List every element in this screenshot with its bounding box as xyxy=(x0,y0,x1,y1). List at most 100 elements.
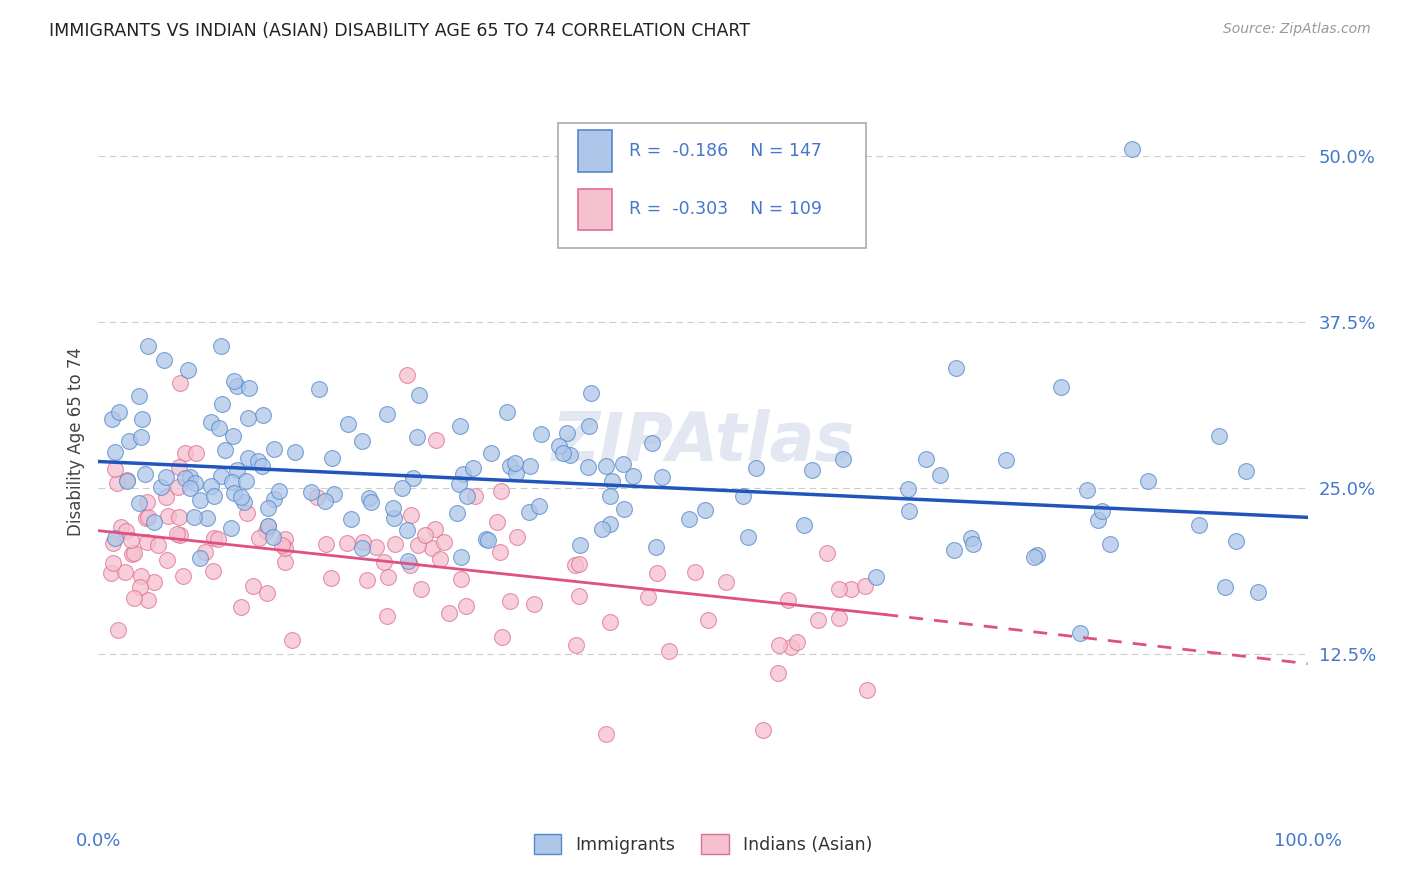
Point xyxy=(489,483,512,498)
Point xyxy=(491,630,513,644)
Point xyxy=(136,593,159,607)
Point xyxy=(148,538,170,552)
Point xyxy=(308,382,330,396)
Point xyxy=(108,405,131,419)
Point xyxy=(697,613,720,627)
Point xyxy=(128,496,150,510)
Point xyxy=(177,363,200,377)
Point xyxy=(752,723,775,738)
Point xyxy=(156,552,179,566)
Point xyxy=(173,446,195,460)
Point xyxy=(595,727,617,741)
Point xyxy=(1208,429,1230,443)
Point xyxy=(257,519,280,533)
Point xyxy=(208,421,231,435)
Point xyxy=(1022,549,1045,564)
Point xyxy=(568,557,591,571)
Point xyxy=(995,453,1018,467)
Point xyxy=(263,492,285,507)
Point xyxy=(172,569,194,583)
Point xyxy=(167,510,190,524)
Point xyxy=(780,640,803,654)
Point xyxy=(107,476,129,491)
Point xyxy=(929,468,952,483)
Point xyxy=(405,430,427,444)
Point xyxy=(745,461,768,475)
Point xyxy=(267,484,290,499)
Point xyxy=(273,532,295,546)
Point xyxy=(280,633,302,648)
Point xyxy=(693,503,716,517)
Point xyxy=(256,585,278,599)
Point xyxy=(117,434,139,448)
Point xyxy=(110,520,132,534)
Point xyxy=(475,532,498,546)
Point xyxy=(396,554,419,568)
Point xyxy=(644,540,666,554)
Point xyxy=(576,460,599,475)
Point xyxy=(201,564,224,578)
Point xyxy=(236,451,259,466)
Point xyxy=(678,512,700,526)
Point xyxy=(506,530,529,544)
Point xyxy=(1225,534,1247,549)
Point xyxy=(621,468,644,483)
Point xyxy=(169,528,191,542)
Point xyxy=(420,541,443,555)
Point xyxy=(233,495,256,509)
Point xyxy=(942,543,965,558)
Point xyxy=(247,532,270,546)
Point xyxy=(391,482,413,496)
Point xyxy=(211,397,233,411)
Y-axis label: Disability Age 65 to 74: Disability Age 65 to 74 xyxy=(66,347,84,536)
Text: R =  -0.303    N = 109: R = -0.303 N = 109 xyxy=(630,201,823,219)
Point xyxy=(128,389,150,403)
Text: IMMIGRANTS VS INDIAN (ASIAN) DISABILITY AGE 65 TO 74 CORRELATION CHART: IMMIGRANTS VS INDIAN (ASIAN) DISABILITY … xyxy=(49,22,751,40)
Point xyxy=(962,537,984,551)
Point xyxy=(828,611,851,625)
Point xyxy=(599,489,621,503)
Point xyxy=(200,479,222,493)
Point xyxy=(104,461,127,475)
Point xyxy=(1091,504,1114,518)
Point xyxy=(578,419,600,434)
Point xyxy=(489,545,512,559)
Point xyxy=(128,580,150,594)
Point xyxy=(373,555,395,569)
Point xyxy=(1099,537,1122,551)
Point xyxy=(658,644,681,658)
Point xyxy=(252,409,274,423)
Point xyxy=(815,546,838,560)
Point xyxy=(104,444,127,458)
Point xyxy=(409,582,432,597)
Point xyxy=(262,531,284,545)
Point xyxy=(1213,580,1236,594)
Point xyxy=(449,419,471,434)
Point xyxy=(169,459,191,474)
Point xyxy=(214,442,236,457)
Point xyxy=(273,555,295,569)
Point xyxy=(352,534,374,549)
Bar xyxy=(578,188,613,230)
Point xyxy=(340,512,363,526)
Point xyxy=(350,541,373,555)
Text: ZIPAtlas: ZIPAtlas xyxy=(551,409,855,475)
Point xyxy=(229,599,252,614)
Point xyxy=(463,461,485,475)
Point xyxy=(456,599,478,613)
Point xyxy=(226,463,249,477)
Point xyxy=(247,454,270,468)
Point xyxy=(136,339,159,353)
Point xyxy=(547,440,569,454)
Point xyxy=(129,569,152,583)
Point xyxy=(188,551,211,566)
Point xyxy=(219,520,242,534)
Point xyxy=(356,573,378,587)
Point xyxy=(121,547,143,561)
Point xyxy=(360,494,382,508)
Point xyxy=(591,522,613,536)
Point xyxy=(357,491,380,505)
Point xyxy=(375,407,398,421)
Point xyxy=(568,590,591,604)
Point xyxy=(169,376,191,390)
